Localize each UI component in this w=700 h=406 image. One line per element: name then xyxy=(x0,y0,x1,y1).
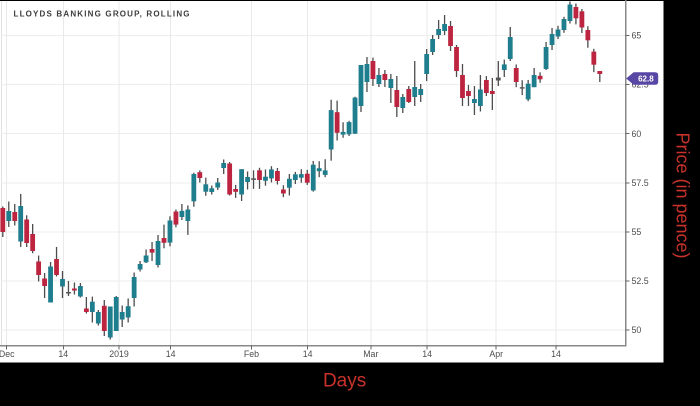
svg-text:Days: Days xyxy=(323,370,366,391)
svg-text:55: 55 xyxy=(632,227,642,237)
svg-text:14: 14 xyxy=(58,349,68,359)
svg-text:50: 50 xyxy=(632,325,642,335)
svg-text:14: 14 xyxy=(422,349,432,359)
svg-text:Feb: Feb xyxy=(244,349,259,359)
svg-text:2019: 2019 xyxy=(109,349,129,359)
svg-text:62.8: 62.8 xyxy=(638,74,654,83)
svg-text:57.5: 57.5 xyxy=(632,178,649,188)
svg-text:60: 60 xyxy=(632,129,642,139)
svg-text:14: 14 xyxy=(166,349,176,359)
svg-text:14: 14 xyxy=(551,349,561,359)
svg-text:65: 65 xyxy=(632,31,642,41)
svg-text:14: 14 xyxy=(303,349,313,359)
svg-text:Apr: Apr xyxy=(489,349,503,359)
svg-text:Price (in pence): Price (in pence) xyxy=(673,133,693,259)
svg-text:Mar: Mar xyxy=(363,349,378,359)
svg-text:52.5: 52.5 xyxy=(632,276,649,286)
svg-text:LLOYDS BANKING GROUP, ROLLING: LLOYDS BANKING GROUP, ROLLING xyxy=(14,9,191,18)
svg-text:Dec: Dec xyxy=(0,349,15,359)
